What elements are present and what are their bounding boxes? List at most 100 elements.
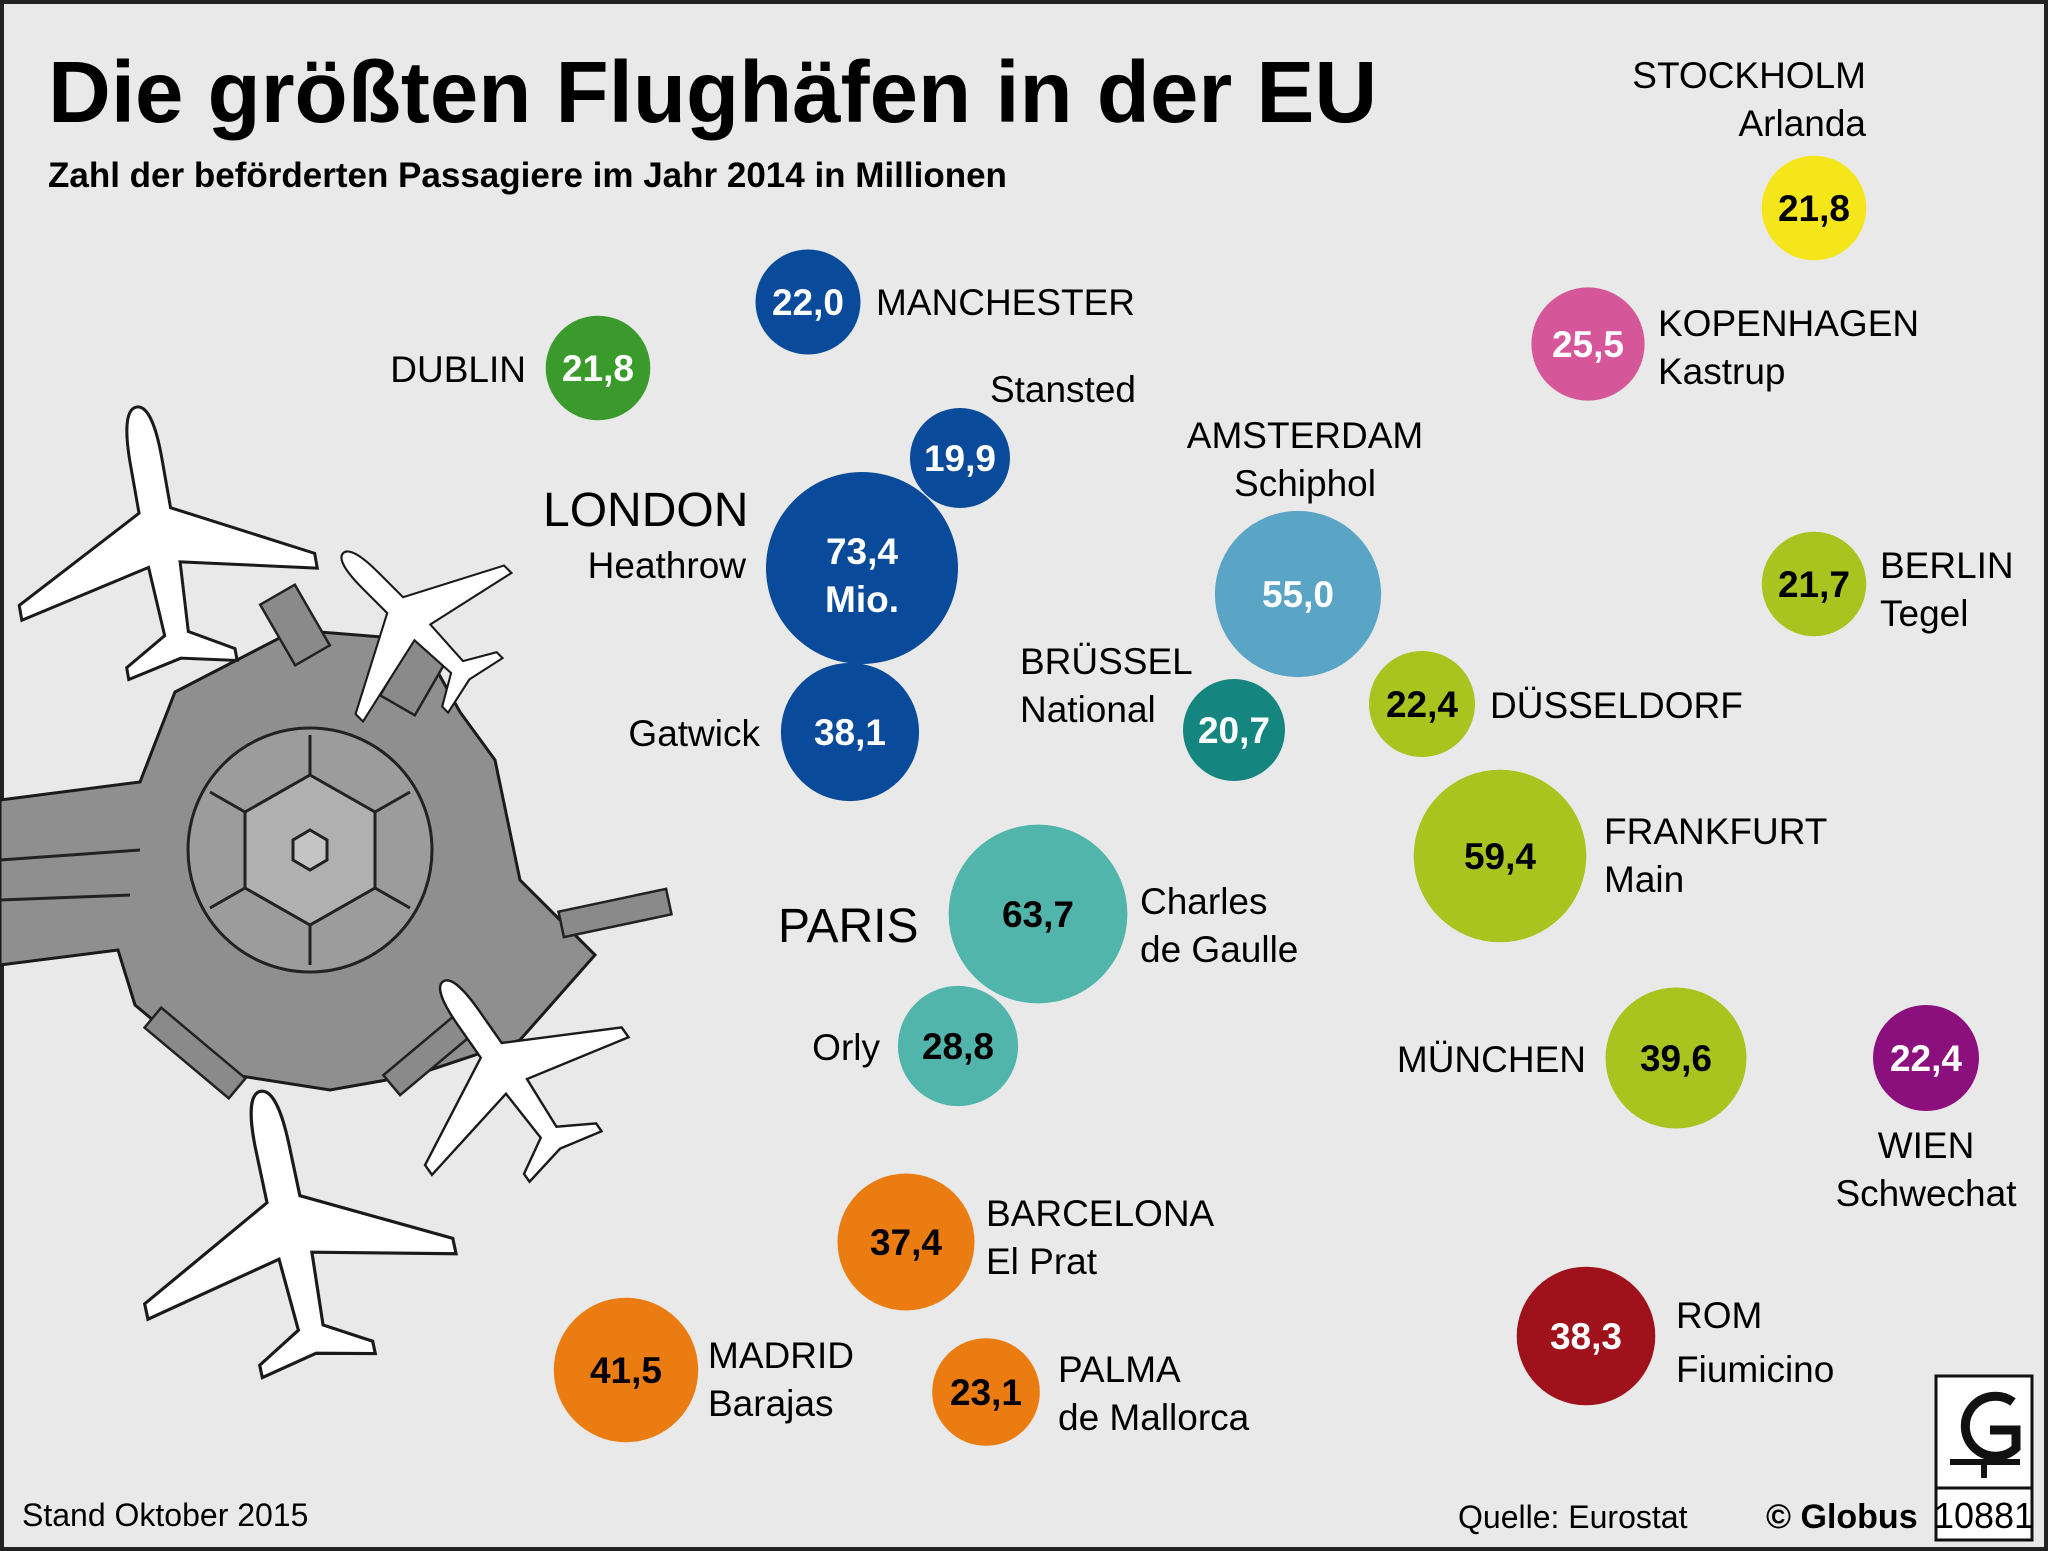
- bubble-circle-stockholm: [1761, 155, 1867, 261]
- airport-label-stansted: Stansted: [990, 369, 1136, 410]
- bubble-value-dublin: 21,8: [562, 348, 634, 389]
- stand-date: Stand Oktober 2015: [22, 1497, 308, 1533]
- terminal-building: [0, 582, 673, 1101]
- bubble-duesseldorf: 22,4 DÜSSELDORF: [1369, 651, 1743, 757]
- city-heading-london: LONDON: [543, 484, 748, 537]
- airport-label-kopenhagen-sub: Kastrup: [1658, 351, 1786, 392]
- bubble-circle-wien: [1873, 1005, 1979, 1111]
- bubble-muenchen: 39,6 MÜNCHEN: [1397, 987, 1747, 1129]
- airport-label-rom-sub: Fiumicino: [1676, 1349, 1834, 1390]
- bubble-unit-heathrow: Mio.: [825, 579, 899, 620]
- bubble-rom: 38,3 ROM Fiumicino: [1516, 1266, 1834, 1406]
- bubble-value-amsterdam: 55,0: [1262, 574, 1334, 615]
- bubble-wien: 22,4 WIEN Schwechat: [1836, 1005, 2018, 1214]
- bubble-berlin: 21,7 BERLIN Tegel: [1761, 531, 2014, 637]
- airport-label-amsterdam: AMSTERDAM: [1187, 415, 1423, 456]
- bubble-orly: 28,8 Orly: [812, 985, 1019, 1107]
- airport-label-manchester: MANCHESTER: [876, 282, 1135, 323]
- airport-label-charles-de-gaulle: Charles: [1140, 881, 1268, 922]
- airport-label-palma: PALMA: [1058, 1349, 1181, 1390]
- airport-label-kopenhagen: KOPENHAGEN: [1658, 303, 1919, 344]
- bubble-value-manchester: 22,0: [772, 282, 844, 323]
- bubble-value-kopenhagen: 25,5: [1552, 324, 1624, 365]
- bubble-layer: 21,8 STOCKHOLM Arlanda 25,5 KOPENHAGEN Kastru…: [390, 55, 2017, 1446]
- bubble-gatwick: 38,1 Gatwick: [628, 662, 920, 802]
- bubble-amsterdam: 55,0 AMSTERDAM Schiphol: [1187, 415, 1423, 678]
- bubble-circle-kopenhagen: [1531, 287, 1645, 401]
- airport-label-heathrow: Heathrow: [588, 545, 747, 586]
- bubble-kopenhagen: 25,5 KOPENHAGEN Kastrup: [1531, 287, 1919, 401]
- airplane-icon: [340, 550, 514, 724]
- bubble-charles-de-gaulle: 63,7 Charles de Gaulle: [948, 824, 1298, 1004]
- airport-label-duesseldorf: DÜSSELDORF: [1490, 685, 1743, 726]
- airport-label-barcelona: BARCELONA: [986, 1193, 1215, 1234]
- bubble-stansted: 19,9 Stansted: [910, 369, 1136, 508]
- bubble-value-berlin: 21,7: [1778, 564, 1850, 605]
- airport-label-berlin: BERLIN: [1880, 545, 2014, 586]
- bubble-circle-berlin: [1761, 531, 1867, 637]
- bubble-circle-barcelona: [837, 1173, 975, 1311]
- bubble-value-wien: 22,4: [1890, 1038, 1962, 1079]
- airport-label-barcelona-sub: El Prat: [986, 1241, 1098, 1282]
- airport-label-bruessel: BRÜSSEL: [1020, 641, 1193, 682]
- bubble-value-charles-de-gaulle: 63,7: [1002, 894, 1074, 935]
- bubble-circle-rom: [1516, 1266, 1656, 1406]
- airport-label-orly: Orly: [812, 1027, 880, 1068]
- airport-label-frankfurt: FRANKFURT: [1604, 811, 1827, 852]
- bubble-circle-duesseldorf: [1369, 651, 1475, 757]
- bubble-circle-palma: [932, 1338, 1040, 1446]
- chart-subtitle: Zahl der beförderten Passagiere im Jahr …: [48, 156, 1007, 195]
- airport-label-stockholm: STOCKHOLM: [1632, 55, 1866, 96]
- bubble-dublin: 21,8 DUBLIN: [390, 315, 651, 421]
- bubble-circle-amsterdam: [1214, 510, 1382, 678]
- bubble-circle-frankfurt: [1413, 769, 1587, 943]
- airport-label-dublin: DUBLIN: [390, 349, 526, 390]
- bubble-circle-dublin: [545, 315, 651, 421]
- bubble-circle-bruessel: [1183, 679, 1285, 781]
- airport-label-stockholm-sub: Arlanda: [1738, 103, 1866, 144]
- airplane-icon: [423, 979, 631, 1184]
- source-note: Quelle: Eurostat: [1458, 1499, 1688, 1535]
- bubble-value-gatwick: 38,1: [814, 712, 886, 753]
- bubble-value-stansted: 19,9: [924, 438, 996, 479]
- airport-terminal-illustration: [0, 405, 673, 1380]
- airport-label-rom: ROM: [1676, 1295, 1762, 1336]
- bubble-value-orly: 28,8: [922, 1026, 994, 1067]
- bubble-value-palma: 23,1: [950, 1372, 1022, 1413]
- airport-label-charles-de-gaulle-sub: de Gaulle: [1140, 929, 1298, 970]
- bubble-circle-muenchen: [1605, 987, 1747, 1129]
- bubble-circle-charles-de-gaulle: [948, 824, 1128, 1004]
- chart-title: Die größten Flughäfen in der EU: [48, 44, 1377, 141]
- bubble-circle-madrid: [553, 1297, 699, 1443]
- bubble-value-barcelona: 37,4: [870, 1222, 942, 1263]
- airport-label-gatwick: Gatwick: [628, 713, 760, 754]
- bubble-stockholm: 21,8 STOCKHOLM Arlanda: [1632, 55, 1867, 261]
- bubble-heathrow: 73,4 Mio. Heathrow: [588, 472, 958, 664]
- bubble-circle-gatwick: [780, 662, 920, 802]
- bubble-circle-stansted: [910, 408, 1010, 508]
- bubble-palma: 23,1 PALMA de Mallorca: [932, 1338, 1250, 1446]
- bubble-circle-manchester: [755, 249, 861, 355]
- bubble-manchester: 22,0 MANCHESTER: [755, 249, 1135, 355]
- publisher-credit: © Globus: [1766, 1498, 1918, 1536]
- airport-label-madrid: MADRID: [708, 1335, 854, 1376]
- bubble-value-frankfurt: 59,4: [1464, 836, 1536, 877]
- bubble-value-duesseldorf: 22,4: [1386, 684, 1458, 725]
- airport-label-palma-sub: de Mallorca: [1058, 1397, 1250, 1438]
- airport-label-madrid-sub: Barajas: [708, 1383, 833, 1424]
- bubble-value-stockholm: 21,8: [1778, 188, 1850, 229]
- bubble-value-madrid: 41,5: [590, 1350, 662, 1391]
- bubble-madrid: 41,5 MADRID Barajas: [553, 1297, 854, 1443]
- airport-label-berlin-sub: Tegel: [1880, 593, 1968, 634]
- globus-logo-icon: 10881: [1934, 1374, 2034, 1542]
- bubble-value-bruessel: 20,7: [1198, 710, 1270, 751]
- bubble-value-rom: 38,3: [1550, 1316, 1622, 1357]
- airport-label-wien-sub: Schwechat: [1836, 1173, 2018, 1214]
- airplane-icon: [142, 1089, 459, 1380]
- airport-label-wien: WIEN: [1878, 1125, 1975, 1166]
- graphic-number: 10881: [1934, 1495, 2034, 1536]
- bubble-circle-orly: [897, 985, 1019, 1107]
- airplane-icon: [17, 405, 320, 682]
- bubble-value-heathrow: 73,4: [826, 531, 898, 572]
